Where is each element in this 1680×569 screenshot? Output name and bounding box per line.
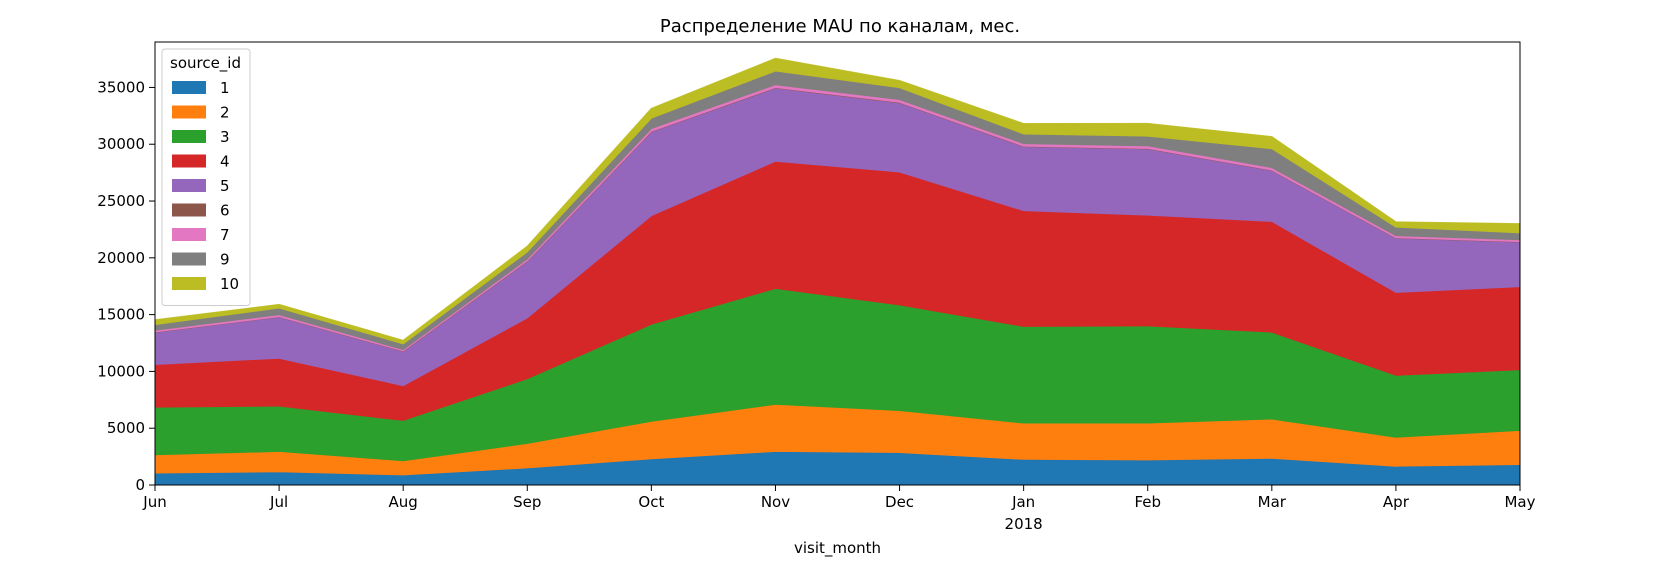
x-tick-label: Feb	[1134, 493, 1161, 511]
x-tick-label: Sep	[513, 493, 541, 511]
legend-swatch-6	[172, 203, 206, 217]
x-tick-label: May	[1504, 493, 1535, 511]
x-axis: Jun Jul Aug Sep Oct Nov Dec Jan Feb Mar Apr May	[142, 485, 1536, 511]
x-tick-label: Aug	[389, 493, 418, 511]
legend-label-2: 2	[220, 104, 230, 122]
legend: source_id 1 2 3 4 5 6 7 9 10	[161, 48, 251, 306]
series-line-10	[154, 57, 1521, 342]
legend-label-7: 7	[220, 226, 230, 244]
x-tick-label: Oct	[638, 493, 664, 511]
legend-swatch-1	[172, 81, 206, 94]
legend-label-4: 4	[220, 153, 230, 171]
legend-swatch-5	[172, 179, 206, 192]
areas-layer	[154, 57, 1521, 486]
legend-label-9: 9	[220, 251, 230, 269]
y-tick-label: 15000	[97, 306, 145, 324]
legend-swatch-10	[172, 277, 206, 290]
y-tick-label: 20000	[97, 249, 145, 267]
x-tick-label: Jul	[269, 493, 288, 511]
legend-swatch-4	[172, 154, 206, 168]
y-axis: 0 5000 10000 15000 20000 25000 30000 35000	[97, 78, 155, 494]
legend-label-10: 10	[220, 275, 239, 293]
y-tick-label: 10000	[97, 362, 145, 380]
x-tick-label: Jan	[1011, 493, 1035, 511]
legend-swatch-9	[172, 252, 206, 266]
x-axis-label: visit_month	[794, 539, 881, 558]
x-tick-label: Apr	[1383, 493, 1410, 511]
y-tick-label: 35000	[97, 78, 145, 96]
legend-swatch-2	[172, 105, 206, 119]
x-tick-label: Dec	[885, 493, 914, 511]
legend-swatch-7	[172, 228, 206, 241]
y-tick-label: 30000	[97, 135, 145, 153]
legend-swatch-3	[172, 130, 206, 143]
y-tick-label: 5000	[107, 419, 145, 437]
x-year-label: 2018	[1005, 515, 1043, 533]
x-tick-label: Nov	[761, 493, 790, 511]
x-tick-label: Jun	[142, 493, 166, 511]
chart-title: Распределение MAU по каналам, мес.	[660, 16, 1020, 37]
legend-label-1: 1	[220, 79, 230, 97]
y-tick-label: 0	[135, 476, 145, 494]
y-tick-label: 25000	[97, 192, 145, 210]
legend-title: source_id	[170, 54, 241, 73]
legend-label-3: 3	[220, 128, 230, 146]
x-tick-label: Mar	[1258, 493, 1287, 511]
legend-label-5: 5	[220, 177, 230, 195]
plot-frame	[154, 41, 1521, 486]
legend-label-6: 6	[220, 202, 230, 220]
